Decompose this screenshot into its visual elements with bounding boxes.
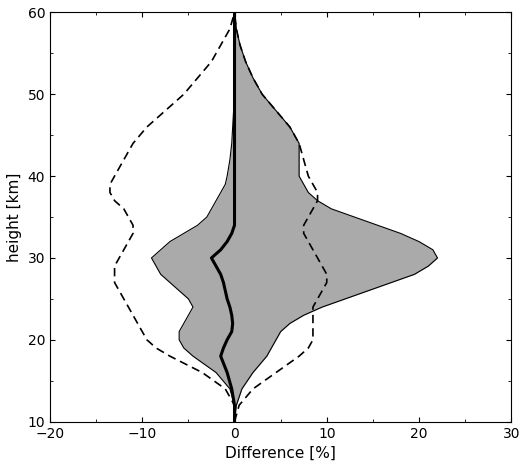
X-axis label: Difference [%]: Difference [%] xyxy=(225,446,336,461)
Y-axis label: height [km]: height [km] xyxy=(7,172,22,262)
